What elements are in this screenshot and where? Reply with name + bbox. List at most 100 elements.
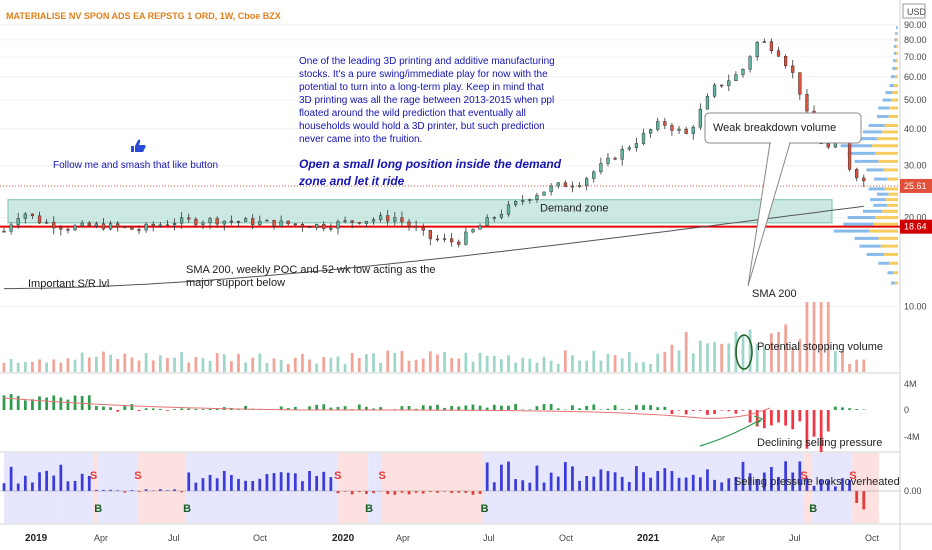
osc-bar	[237, 409, 240, 410]
signal-bar	[215, 478, 219, 491]
volume-bar	[791, 347, 795, 372]
candle-body	[606, 157, 610, 164]
volume-bar	[649, 363, 652, 372]
signal-bar	[784, 461, 787, 491]
signal-bar	[31, 482, 34, 491]
volume-bar	[862, 359, 866, 372]
note-line: 3D printing was all the rage between 201…	[299, 95, 554, 106]
signal-bar	[528, 482, 532, 491]
volume-bar	[194, 357, 198, 372]
osc-bar	[556, 408, 560, 410]
volume-bar	[642, 362, 645, 372]
volume-bar	[66, 358, 70, 372]
volume-bar	[599, 360, 603, 372]
vp-up	[870, 198, 886, 202]
osc-bar	[166, 410, 169, 411]
candle-body	[279, 220, 283, 227]
osc-bar	[201, 409, 205, 410]
signal-bar	[677, 477, 681, 491]
osc-bar	[720, 410, 724, 411]
candle-body	[727, 80, 731, 86]
signal-bar	[706, 469, 709, 491]
volume-bar	[357, 357, 361, 372]
signal-bar	[848, 480, 851, 491]
volume-bar	[848, 363, 851, 372]
signal-bar	[436, 491, 439, 493]
volume-bar	[329, 357, 333, 372]
axes: 90.00 80.00 70.00 60.00 50.00 40.00 30.00 20.00…	[25, 20, 932, 544]
candle-body	[791, 65, 795, 73]
candle-body	[513, 201, 518, 206]
osc-bar	[144, 408, 148, 410]
volume-bar	[38, 359, 41, 372]
osc-bar	[173, 409, 176, 410]
osc-bar	[329, 407, 333, 410]
signal-bar	[755, 479, 759, 491]
osc-bar	[542, 404, 546, 410]
osc-bar	[365, 406, 368, 410]
vp-down	[893, 271, 898, 275]
vp-down	[892, 91, 898, 95]
signal-bar	[805, 477, 809, 491]
vp-up	[847, 151, 876, 155]
signal-bar	[556, 476, 560, 491]
candle-body	[620, 148, 624, 160]
osc-bar	[805, 410, 809, 449]
sma-label: SMA 200	[752, 288, 797, 300]
signal-bar	[180, 491, 184, 493]
volume-bar	[620, 358, 624, 372]
osc-bar	[848, 408, 851, 410]
volume-bar	[116, 358, 120, 372]
signal-bar	[500, 464, 503, 491]
candle-body	[499, 213, 504, 218]
currency-badge[interactable]	[902, 3, 926, 19]
signal-bar	[52, 475, 56, 491]
vp-down	[897, 26, 898, 30]
signal-shade	[92, 453, 98, 523]
volume-bar	[109, 354, 112, 372]
candle-body	[435, 238, 440, 241]
signal-bar	[563, 462, 567, 491]
signal-bar	[542, 482, 546, 491]
osc-bar	[599, 409, 603, 410]
vp-up	[874, 177, 888, 181]
volume-bar	[521, 357, 525, 372]
sell-signal: S	[800, 470, 807, 482]
volume-bar	[656, 353, 660, 372]
osc-bar	[549, 404, 553, 410]
candle-body	[677, 128, 681, 131]
signal-bar	[514, 479, 517, 491]
volume-bar	[379, 362, 382, 372]
signal-bar	[407, 491, 411, 495]
signal-bar	[251, 481, 255, 491]
volume-bar	[514, 362, 517, 372]
candle-body	[45, 221, 49, 224]
signal-bar	[38, 472, 41, 491]
support-price-tag	[900, 219, 932, 234]
signal-bar	[315, 475, 319, 491]
candle-body	[73, 225, 77, 231]
signal-bar	[286, 472, 290, 491]
candle-body	[720, 84, 724, 87]
currency-label: USD	[907, 7, 927, 17]
signal-bar	[350, 491, 354, 495]
signal-bar	[123, 491, 127, 493]
volume-bar	[841, 350, 844, 372]
buy-signal: B	[365, 503, 373, 515]
like-icon	[131, 139, 146, 152]
x-tick-label: Jul	[168, 533, 180, 543]
last-price-tag	[900, 178, 932, 193]
x-tick-label: Apr	[396, 533, 410, 543]
signal-bar	[357, 491, 361, 493]
candle-body	[464, 231, 468, 245]
vp-up	[868, 124, 885, 128]
osc-bar	[734, 410, 738, 414]
osc-bar	[194, 409, 198, 410]
osc-bar	[521, 409, 525, 410]
signal-bar	[521, 480, 525, 491]
candle-body	[641, 132, 646, 144]
osc-bar	[379, 407, 382, 410]
vp-down	[889, 261, 898, 265]
